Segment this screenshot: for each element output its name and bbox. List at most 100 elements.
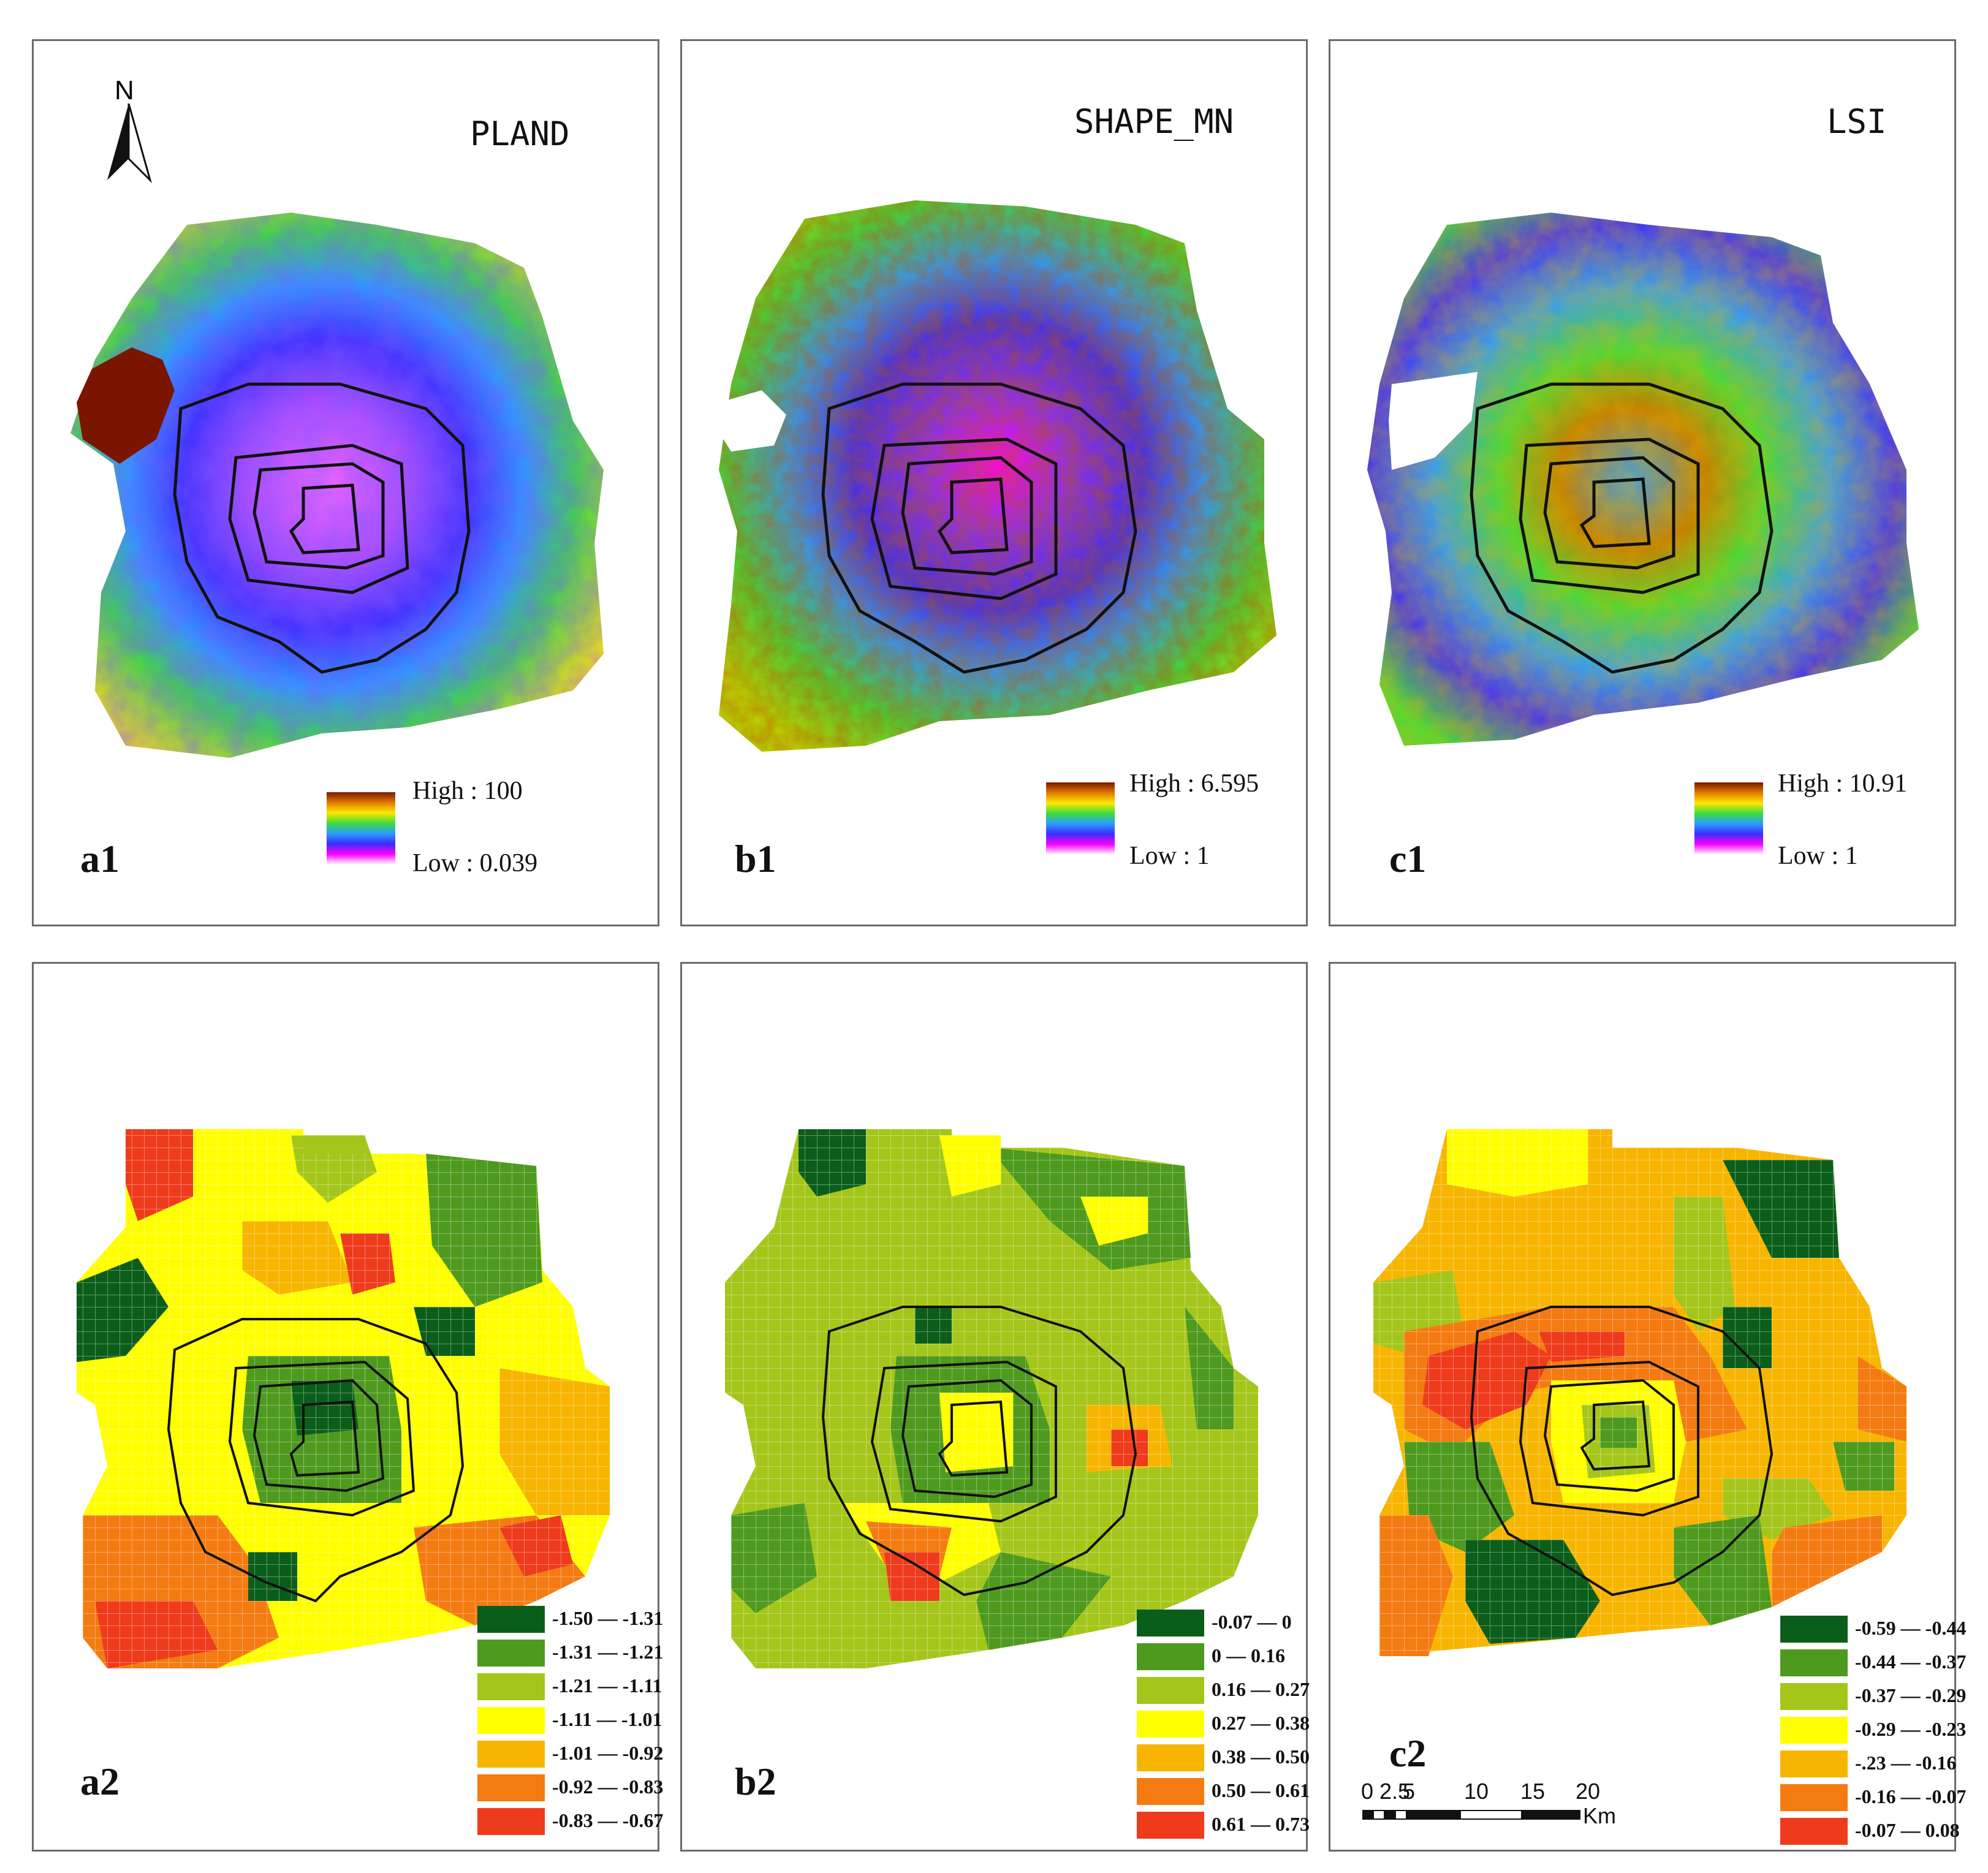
legend-row: 0.38 — 0.50	[1137, 1744, 1310, 1774]
map-a2	[77, 1129, 610, 1668]
panel-a1: N PLAND High : 100 Low : 0.039 a1	[32, 39, 659, 926]
legend-swatch	[1780, 1784, 1848, 1811]
legend-low-b1: Low : 1	[1129, 842, 1210, 870]
north-arrow-icon	[107, 104, 152, 183]
legend-label: -.23 — -0.16	[1855, 1752, 1957, 1774]
legend-row: 0.16 — 0.27	[1137, 1677, 1310, 1706]
scale-tick-label: 2.5	[1379, 1779, 1411, 1804]
panel-label-b1: b1	[735, 837, 776, 880]
legend-swatch	[1137, 1778, 1204, 1805]
metric-title-a1: PLAND	[470, 115, 570, 153]
legend-swatch	[477, 1774, 545, 1801]
legend-label: -0.59 — -0.44	[1855, 1617, 1967, 1639]
legend-label: 0.50 — 0.61	[1212, 1779, 1310, 1801]
panel-label-a1: a1	[80, 837, 120, 880]
legend-high-a1: High : 100	[412, 777, 523, 805]
legend-swatch	[1780, 1750, 1848, 1777]
legend-label: -0.29 — -0.23	[1855, 1718, 1967, 1740]
legend-swatch	[1780, 1649, 1848, 1676]
legend-label: -1.50 — -1.31	[552, 1607, 664, 1629]
legend-b2: -0.07 — 0 0 — 0.16 0.16 — 0.27 0.27 — 0.38 0…	[1137, 1610, 1310, 1842]
legend-label: 0 — 0.16	[1212, 1644, 1285, 1667]
scale-tick-label: 20	[1576, 1779, 1601, 1804]
legend-c2: -0.59 — -0.44 -0.44 — -0.37 -0.37 — -0.29 -…	[1780, 1616, 1966, 1848]
legend-label: 0.16 — 0.27	[1212, 1678, 1310, 1700]
legend-row: -0.07 — 0.08	[1780, 1818, 1960, 1847]
legend-swatch	[1780, 1683, 1848, 1710]
scale-tick-label: 5	[1403, 1779, 1416, 1804]
legend-label: -0.44 — -0.37	[1855, 1651, 1967, 1673]
legend-label: -0.92 — -0.83	[552, 1776, 664, 1798]
legend-swatch	[477, 1606, 545, 1633]
legend-label: -1.01 — -0.92	[552, 1742, 664, 1764]
legend-label: -1.31 — -1.21	[552, 1641, 664, 1663]
scale-bar-graphic	[1362, 1810, 1580, 1820]
legend-swatch	[1780, 1616, 1848, 1643]
legend-swatch	[1780, 1818, 1848, 1845]
scale-tick-label: 10	[1464, 1779, 1489, 1804]
legend-label: 0.27 — 0.38	[1212, 1712, 1310, 1734]
scale-tick-label: 0	[1361, 1779, 1374, 1804]
legend-row: -1.31 — -1.21	[477, 1640, 663, 1669]
legend-high-c1: High : 10.91	[1778, 770, 1908, 798]
map-b1	[716, 200, 1277, 752]
legend-high-b1: High : 6.595	[1129, 770, 1259, 798]
panel-label-c2: c2	[1389, 1731, 1427, 1775]
legend-row: -1.50 — -1.31	[477, 1606, 663, 1635]
legend-swatch	[477, 1707, 545, 1734]
north-arrow: N	[101, 75, 156, 186]
legend-label: -0.37 — -0.29	[1855, 1684, 1967, 1706]
legend-label: -0.16 — -0.07	[1855, 1785, 1967, 1807]
map-c2	[1373, 1129, 1906, 1656]
legend-row: -0.16 — -0.07	[1780, 1784, 1966, 1814]
legend-row: 0.61 — 0.73	[1137, 1812, 1310, 1841]
legend-label: -1.11 — -1.01	[552, 1708, 662, 1730]
legend-low-c1: Low : 1	[1778, 842, 1858, 870]
legend-label: 0.38 — 0.50	[1212, 1746, 1310, 1768]
legend-row: 0.27 — 0.38	[1137, 1711, 1310, 1740]
legend-row: -0.07 — 0	[1137, 1610, 1308, 1639]
legend-row: -0.37 — -0.29	[1780, 1683, 1966, 1712]
legend-row: -0.44 — -0.37	[1780, 1649, 1966, 1679]
panel-label-c1: c1	[1389, 837, 1427, 880]
panel-b2: -0.07 — 0 0 — 0.16 0.16 — 0.27 0.27 — 0.38 0…	[680, 962, 1310, 1852]
panel-b1: SHAPE_MN High : 6.595 Low : 1 b1	[680, 39, 1308, 926]
legend-low-a1: Low : 0.039	[412, 849, 538, 877]
legend-swatch	[1137, 1711, 1204, 1738]
scale-bar: 0 2.5 5 10 15 20 Km	[1355, 1779, 1637, 1834]
legend-ramp-c1	[1694, 782, 1763, 855]
legend-label: -0.07 — 0	[1212, 1611, 1292, 1633]
legend-row: -0.29 — -0.23	[1780, 1717, 1966, 1746]
panel-c1: LSI High : 10.91 Low : 1 c1	[1329, 39, 1956, 926]
map-c1	[1367, 213, 1919, 746]
legend-label: 0.61 — 0.73	[1212, 1813, 1310, 1835]
legend-swatch	[1137, 1744, 1204, 1771]
legend-a2: -1.50 — -1.31 -1.31 — -1.21 -1.21 — -1.11 -…	[477, 1606, 663, 1839]
north-label: N	[115, 75, 134, 105]
legend-row: 0.50 — 0.61	[1137, 1778, 1310, 1807]
legend-swatch	[477, 1640, 545, 1667]
legend-swatch	[477, 1741, 545, 1768]
metric-title-b1: SHAPE_MN	[1074, 102, 1234, 141]
map-a1	[70, 213, 604, 758]
legend-ramp-b1	[1046, 782, 1115, 855]
legend-row: -0.59 — -0.44	[1780, 1616, 1966, 1645]
legend-swatch	[477, 1808, 545, 1835]
legend-row: 0 — 0.16	[1137, 1643, 1308, 1673]
legend-swatch	[1137, 1643, 1204, 1670]
legend-row: -1.21 — -1.11	[477, 1673, 662, 1703]
scale-tick-label: 15	[1520, 1779, 1546, 1804]
legend-swatch	[1780, 1717, 1848, 1744]
scale-unit: Km	[1583, 1803, 1616, 1828]
legend-row: -1.01 — -0.92	[477, 1741, 663, 1770]
panel-c2: -0.59 — -0.44 -0.44 — -0.37 -0.37 — -0.29 -…	[1329, 962, 1966, 1852]
legend-swatch	[1137, 1677, 1204, 1704]
legend-label: -0.83 — -0.67	[552, 1809, 664, 1831]
panel-label-a2: a2	[80, 1760, 120, 1803]
legend-label: -0.07 — 0.08	[1855, 1819, 1960, 1841]
legend-row: -1.11 — -1.01	[477, 1707, 662, 1736]
legend-swatch	[1137, 1610, 1204, 1637]
legend-row: -0.92 — -0.83	[477, 1774, 663, 1804]
metric-title-c1: LSI	[1827, 102, 1887, 141]
legend-swatch	[1137, 1812, 1204, 1839]
